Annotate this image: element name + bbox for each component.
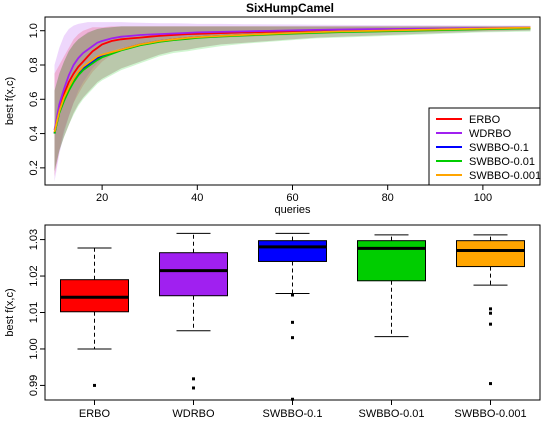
y-tick-label: 1.01 bbox=[28, 302, 40, 323]
y-tick-label: 0.99 bbox=[28, 375, 40, 396]
legend-label-4: SWBBO-0.01 bbox=[469, 156, 535, 168]
series-line-1 bbox=[53, 27, 531, 134]
x-tick-label: 100 bbox=[474, 192, 492, 204]
y-axis-label: best f(x,c) bbox=[4, 288, 16, 336]
line-chart: SixHumpCamel 20 40 60 80 100 0.2 0.4 0.6 0.8 1.0… bbox=[4, 1, 541, 216]
box-plots bbox=[60, 232, 525, 401]
series-line-2 bbox=[53, 26, 531, 131]
outlier-point bbox=[291, 293, 294, 297]
outlier-point bbox=[291, 320, 294, 324]
x-axis: ERBO WDRBO SWBBO-0.1 SWBBO-0.01 SWBBO-0.001 bbox=[79, 400, 527, 420]
y-tick-label: 0.8 bbox=[28, 57, 40, 72]
legend-label-2: WDRBO bbox=[469, 128, 512, 140]
y-tick-label: 1.00 bbox=[28, 338, 40, 359]
x-axis: 20 40 60 80 100 bbox=[96, 185, 492, 204]
outlier-point bbox=[192, 386, 195, 390]
x-tick-label: ERBO bbox=[79, 408, 111, 420]
outlier-point bbox=[489, 307, 492, 311]
y-tick-label: 0.2 bbox=[28, 160, 40, 175]
x-tick-label: 20 bbox=[96, 192, 108, 204]
legend: ERBO WDRBO SWBBO-0.1 SWBBO-0.01 SWBBO-0.001 bbox=[428, 107, 541, 186]
y-tick-label: 0.4 bbox=[28, 126, 40, 141]
outlier-point bbox=[93, 383, 96, 387]
outlier-point bbox=[192, 377, 195, 381]
box-3 bbox=[258, 240, 327, 262]
y-axis: 0.2 0.4 0.6 0.8 1.0 bbox=[28, 23, 45, 176]
box-4 bbox=[357, 240, 426, 282]
legend-label-3: SWBBO-0.1 bbox=[469, 142, 529, 154]
series-lines bbox=[53, 26, 531, 134]
band-2 bbox=[54, 22, 531, 182]
x-tick-label: SWBBO-0.01 bbox=[358, 408, 424, 420]
chart-title: SixHumpCamel bbox=[246, 1, 334, 15]
outlier-point bbox=[291, 336, 294, 340]
box-5 bbox=[456, 240, 525, 268]
legend-box bbox=[428, 107, 541, 186]
y-tick-label: 0.6 bbox=[28, 92, 40, 107]
x-tick-label: WDRBO bbox=[172, 408, 215, 420]
x-tick-label: SWBBO-0.001 bbox=[454, 408, 526, 420]
y-tick-label: 1.0 bbox=[28, 23, 40, 38]
x-tick-label: 80 bbox=[382, 192, 394, 204]
y-tick-label: 1.03 bbox=[28, 229, 40, 250]
y-axis-label: best f(x,c) bbox=[4, 77, 16, 125]
legend-label-1: ERBO bbox=[469, 114, 501, 126]
legend-label-5: SWBBO-0.001 bbox=[469, 170, 541, 182]
series-line-5 bbox=[53, 26, 531, 133]
x-tick-label: 40 bbox=[191, 192, 203, 204]
x-axis-label: queries bbox=[274, 204, 311, 216]
box-2 bbox=[159, 252, 228, 297]
outlier-point bbox=[291, 397, 294, 401]
outlier-point bbox=[489, 311, 492, 315]
x-tick-label: SWBBO-0.1 bbox=[263, 408, 323, 420]
box-chart: ERBO WDRBO SWBBO-0.1 SWBBO-0.01 SWBBO-0.001 … bbox=[4, 224, 541, 420]
y-tick-label: 1.02 bbox=[28, 265, 40, 286]
outlier-point bbox=[489, 322, 492, 326]
x-tick-label: 60 bbox=[286, 192, 298, 204]
y-axis: 0.99 1.00 1.01 1.02 1.03 bbox=[28, 229, 45, 396]
outlier-point bbox=[489, 382, 492, 386]
